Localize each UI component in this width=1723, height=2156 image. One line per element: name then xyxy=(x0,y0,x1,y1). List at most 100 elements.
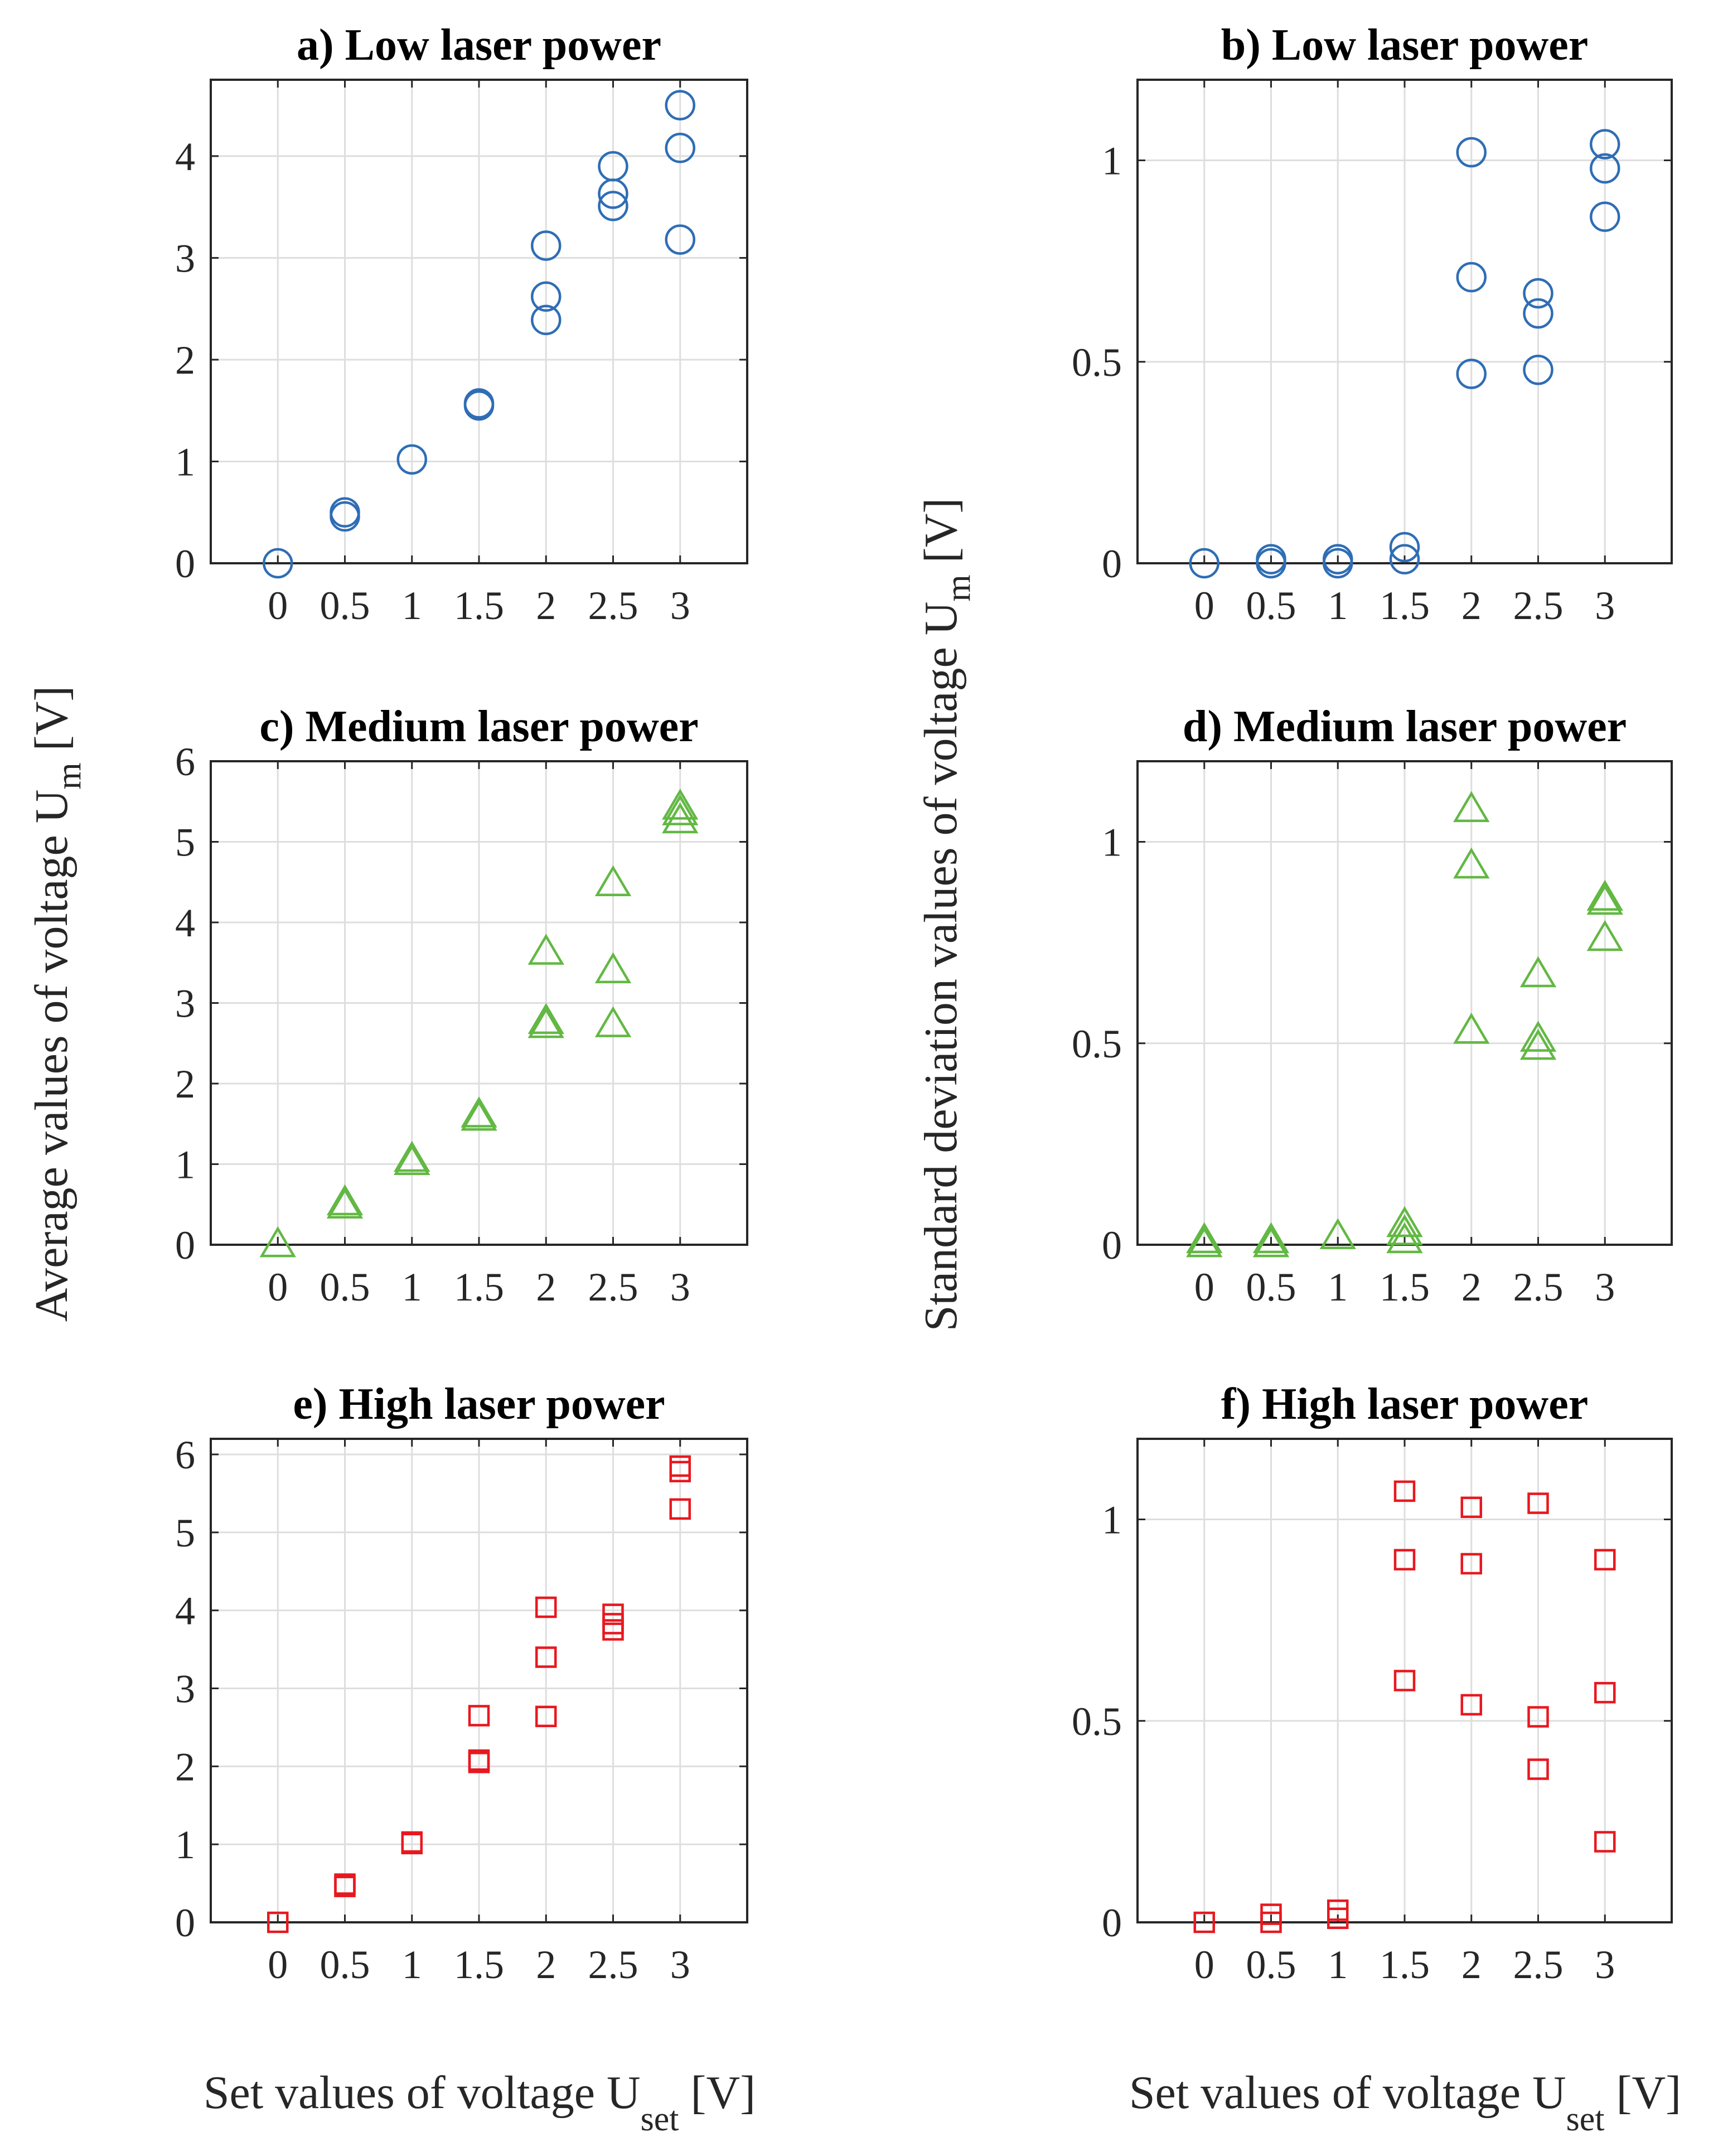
y-tick-label: 0 xyxy=(1102,1223,1122,1268)
y-tick-label: 0.5 xyxy=(1072,340,1122,385)
x-tick-label: 1.5 xyxy=(1380,1265,1430,1309)
x-tick-label: 3 xyxy=(1595,1265,1615,1309)
y-tick-label: 1 xyxy=(175,1143,195,1187)
data-point xyxy=(1256,544,1286,575)
y-tick-label: 1 xyxy=(175,1823,195,1867)
right-x-axis-label: Set values of voltage Uset [V] xyxy=(1129,2067,1681,2138)
y-tick-label: 6 xyxy=(175,1433,195,1477)
data-point xyxy=(1527,1706,1549,1728)
data-point xyxy=(594,1006,632,1037)
data-point xyxy=(531,230,562,261)
left-x-axis-label-sub: set xyxy=(641,2100,679,2138)
y-tick-label: 4 xyxy=(175,1589,195,1633)
data-point xyxy=(463,388,495,419)
x-tick-label: 2.5 xyxy=(588,583,638,628)
data-point xyxy=(1389,531,1420,563)
x-tick-label: 2.5 xyxy=(588,1265,638,1309)
chart-title: a) Low laser power xyxy=(297,21,661,70)
y-tick-label: 2 xyxy=(175,1062,195,1106)
x-tick-label: 1 xyxy=(402,583,422,628)
right-y-axis-label-sub: m xyxy=(940,574,977,601)
y-tick-label: 3 xyxy=(175,982,195,1026)
x-tick-label: 2 xyxy=(536,583,556,628)
data-point xyxy=(1519,1021,1557,1052)
data-point xyxy=(665,224,695,255)
chart-title: e) High laser power xyxy=(293,1380,665,1429)
data-point xyxy=(535,1596,557,1618)
x-tick-label: 3 xyxy=(1595,1942,1615,1987)
y-tick-label: 0 xyxy=(175,1901,195,1945)
x-tick-label: 2 xyxy=(1461,583,1482,628)
x-tick-label: 0 xyxy=(268,1265,288,1309)
data-point xyxy=(1527,1758,1549,1780)
x-tick-label: 0.5 xyxy=(1246,1265,1296,1309)
x-tick-label: 0 xyxy=(268,583,288,628)
data-point xyxy=(267,1911,289,1933)
data-point xyxy=(1386,1206,1423,1237)
y-tick-label: 2 xyxy=(175,1744,195,1789)
data-point xyxy=(594,952,632,984)
data-point xyxy=(1319,1218,1356,1249)
y-tick-label: 2 xyxy=(175,338,195,383)
data-point xyxy=(401,1831,423,1853)
data-point xyxy=(461,1099,497,1131)
x-tick-label: 2 xyxy=(1461,1265,1482,1309)
x-tick-label: 0 xyxy=(268,1942,288,1987)
x-tick-label: 1 xyxy=(402,1265,422,1309)
chart-title: c) Medium laser power xyxy=(259,702,698,751)
data-point xyxy=(1453,1012,1490,1044)
chart-b: 0 0.5 1 1.5 2 2.5 3 0 0.5 1 b) Low laser power xyxy=(1072,21,1673,628)
data-point xyxy=(394,1144,430,1175)
data-point xyxy=(263,548,293,579)
y-tick-label: 0 xyxy=(175,542,195,586)
data-point xyxy=(1453,791,1490,823)
data-point xyxy=(531,304,562,336)
x-tick-label: 1.5 xyxy=(454,1942,504,1987)
y-tick-label: 0 xyxy=(175,1223,195,1268)
data-point xyxy=(1252,1226,1290,1258)
y-tick-label: 0.5 xyxy=(1072,1022,1122,1066)
data-point xyxy=(461,1096,497,1128)
x-tick-label: 3 xyxy=(670,1265,690,1309)
data-point xyxy=(1393,1549,1416,1570)
chart-title: f) High laser power xyxy=(1221,1380,1588,1429)
left-y-axis-label: Average values of voltage Um [V] xyxy=(26,686,88,1322)
data-point xyxy=(602,1603,624,1625)
data-point xyxy=(1386,1214,1423,1245)
data-point xyxy=(1594,1681,1616,1704)
x-tick-label: 2 xyxy=(536,1265,556,1309)
y-tick-label: 5 xyxy=(175,820,195,865)
data-point xyxy=(394,1140,430,1172)
y-tick-label: 1 xyxy=(1102,139,1122,183)
data-point xyxy=(468,1705,490,1727)
x-tick-label: 1.5 xyxy=(454,583,504,628)
data-point xyxy=(1260,1903,1282,1925)
data-point xyxy=(1523,278,1553,309)
y-tick-label: 6 xyxy=(175,739,195,784)
data-point xyxy=(396,444,427,475)
data-point xyxy=(468,1749,490,1771)
data-point xyxy=(669,1455,691,1477)
x-tick-label: 0.5 xyxy=(1246,1942,1296,1987)
y-tick-label: 1 xyxy=(1102,1498,1122,1543)
x-tick-label: 1.5 xyxy=(1380,1942,1430,1987)
left-x-axis-label-unit: [V] xyxy=(679,2067,756,2119)
x-tick-label: 2 xyxy=(536,1942,556,1987)
chart-title: d) Medium laser power xyxy=(1183,702,1627,751)
data-point xyxy=(1456,262,1487,293)
x-tick-label: 3 xyxy=(670,583,690,628)
right-x-axis-label-sub: set xyxy=(1566,2100,1605,2138)
x-tick-label: 0 xyxy=(1194,1265,1214,1309)
data-point xyxy=(1252,1222,1290,1254)
x-tick-label: 1 xyxy=(1328,583,1348,628)
x-tick-label: 0 xyxy=(1194,583,1214,628)
data-point xyxy=(326,1184,364,1216)
right-y-axis-label: Standard deviation values of voltage Um … xyxy=(915,498,977,1332)
y-tick-label: 1 xyxy=(1102,820,1122,865)
data-point xyxy=(1456,359,1487,389)
left-x-axis-label: Set values of voltage Uset [V] xyxy=(204,2067,756,2138)
data-point xyxy=(1594,1831,1616,1853)
data-point xyxy=(535,1646,557,1668)
x-tick-label: 2.5 xyxy=(1513,1265,1564,1309)
x-tick-label: 1 xyxy=(1328,1265,1348,1309)
